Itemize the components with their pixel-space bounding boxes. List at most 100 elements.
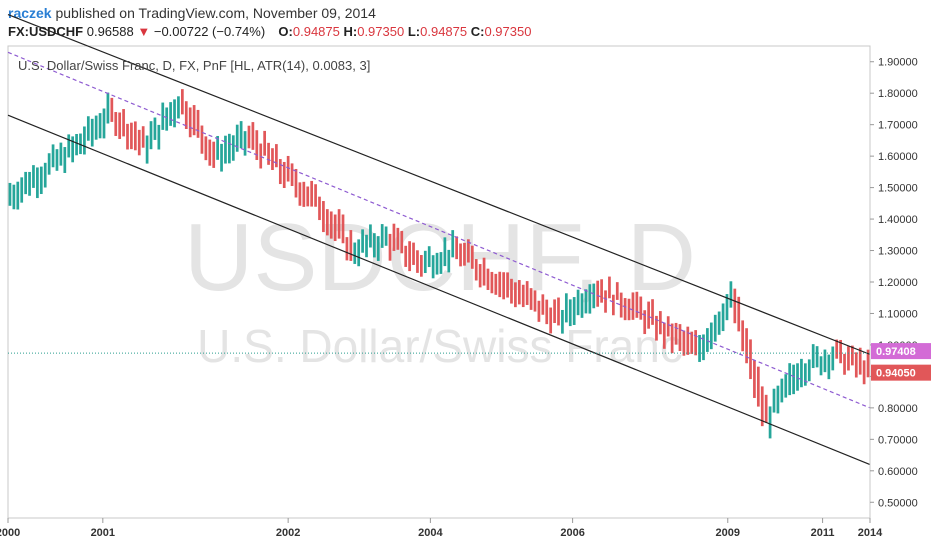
- down-bar: [514, 282, 517, 308]
- chart-legend: U.S. Dollar/Swiss Franc, D, FX, PnF [HL,…: [18, 58, 370, 73]
- y-tick-label: 1.10000: [878, 308, 918, 320]
- up-bar: [16, 181, 20, 210]
- open-label: O:: [278, 24, 293, 39]
- up-bar: [572, 297, 576, 325]
- channel-lower-line[interactable]: [7, 114, 871, 466]
- up-bar: [561, 309, 564, 334]
- close-label: C:: [470, 24, 485, 39]
- up-bar: [831, 346, 835, 371]
- up-bar: [161, 102, 165, 130]
- down-bar: [686, 326, 690, 355]
- up-bar: [20, 177, 24, 203]
- down-bar: [843, 353, 846, 375]
- down-bar: [137, 129, 141, 156]
- down-bar: [455, 236, 458, 260]
- down-bar: [314, 184, 317, 207]
- up-bar: [228, 133, 231, 164]
- down-bar: [192, 105, 196, 136]
- price-tag-value: 0.97408: [876, 346, 916, 358]
- up-bar: [79, 133, 82, 155]
- y-tick-label: 1.20000: [878, 277, 918, 289]
- up-bar: [431, 255, 435, 279]
- down-bar: [612, 294, 615, 316]
- down-bar: [839, 339, 842, 364]
- up-bar: [725, 294, 729, 321]
- up-bar: [819, 356, 823, 376]
- channel-mid-line[interactable]: [7, 51, 871, 409]
- down-bar: [337, 209, 341, 239]
- up-bar: [169, 102, 172, 126]
- up-bar: [384, 226, 388, 246]
- up-bar: [796, 363, 799, 391]
- up-bar: [792, 364, 795, 395]
- down-bar: [400, 230, 404, 254]
- down-bar: [545, 299, 549, 325]
- up-bar: [823, 349, 827, 373]
- down-bar: [674, 322, 678, 345]
- low-value: 0.94875: [420, 24, 468, 39]
- down-bar: [247, 125, 251, 149]
- down-bar: [760, 386, 764, 427]
- up-bar: [369, 224, 372, 248]
- down-bar: [627, 298, 631, 321]
- y-tick-label: 1.60000: [878, 151, 918, 163]
- down-bar: [318, 196, 321, 221]
- down-bar: [302, 181, 306, 207]
- channel-upper-line[interactable]: [7, 13, 871, 355]
- down-bar: [678, 324, 682, 352]
- down-bar: [753, 360, 756, 398]
- down-bar: [133, 121, 137, 151]
- up-bar: [702, 334, 705, 361]
- down-bar: [130, 122, 133, 150]
- down-bar: [756, 366, 760, 407]
- last-price: 0.96588: [86, 24, 134, 39]
- down-bar: [420, 255, 423, 277]
- down-bar: [286, 155, 290, 182]
- up-bar: [32, 165, 35, 188]
- down-bar: [647, 301, 650, 329]
- down-bar: [263, 130, 266, 156]
- y-tick-label: 1.40000: [878, 214, 918, 226]
- up-bar: [231, 135, 235, 161]
- down-bar: [298, 182, 302, 206]
- up-bar: [47, 153, 51, 175]
- down-bar: [267, 142, 270, 165]
- down-bar: [322, 201, 325, 233]
- price-axis[interactable]: 1.90000 1.80000 1.70000 1.60000 1.50000 1.400…: [869, 46, 918, 518]
- down-bar: [255, 130, 259, 160]
- down-bar: [126, 123, 129, 150]
- up-bar: [145, 135, 149, 164]
- down-bar: [529, 288, 533, 310]
- author-link[interactable]: raczek: [8, 5, 52, 21]
- up-bar: [706, 328, 709, 352]
- down-bar: [404, 245, 408, 267]
- down-bar: [345, 237, 349, 261]
- up-bar: [357, 239, 361, 267]
- up-bar: [51, 144, 55, 168]
- up-bar: [376, 236, 380, 261]
- down-bar: [392, 223, 396, 251]
- down-bar: [557, 297, 560, 326]
- up-bar: [75, 133, 78, 156]
- up-bar: [239, 121, 243, 149]
- down-bar: [498, 271, 502, 298]
- up-bar: [451, 230, 455, 258]
- x-tick-label: 2001: [91, 527, 115, 539]
- up-bar: [153, 117, 157, 140]
- up-bar: [772, 388, 776, 413]
- x-tick-label: 2004: [418, 527, 443, 539]
- up-bar: [67, 134, 71, 158]
- down-bar: [858, 347, 862, 375]
- down-bar: [200, 125, 204, 154]
- down-bar: [749, 339, 752, 380]
- down-bar: [655, 315, 658, 341]
- up-bar: [165, 107, 169, 131]
- time-axis[interactable]: 2000 2001 2002 2004 2006 2009 2011 2014: [0, 518, 883, 539]
- published-text: published on TradingView.com, November 0…: [55, 5, 376, 21]
- down-bar: [294, 168, 298, 198]
- price-change: −0.00722 (−0.74%): [153, 24, 266, 39]
- up-bar: [28, 171, 31, 196]
- up-bar: [717, 311, 721, 335]
- up-bar: [106, 92, 110, 124]
